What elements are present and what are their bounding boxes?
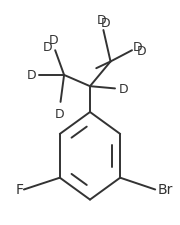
Text: D: D (136, 45, 146, 57)
Text: D: D (27, 69, 36, 82)
Text: D: D (97, 14, 106, 26)
Text: D: D (55, 108, 64, 121)
Text: Br: Br (158, 183, 173, 197)
Text: D: D (43, 41, 53, 54)
Text: D: D (119, 83, 128, 95)
Text: F: F (15, 183, 23, 197)
Text: D: D (100, 17, 110, 29)
Text: D: D (49, 34, 58, 47)
Text: D: D (133, 41, 143, 54)
